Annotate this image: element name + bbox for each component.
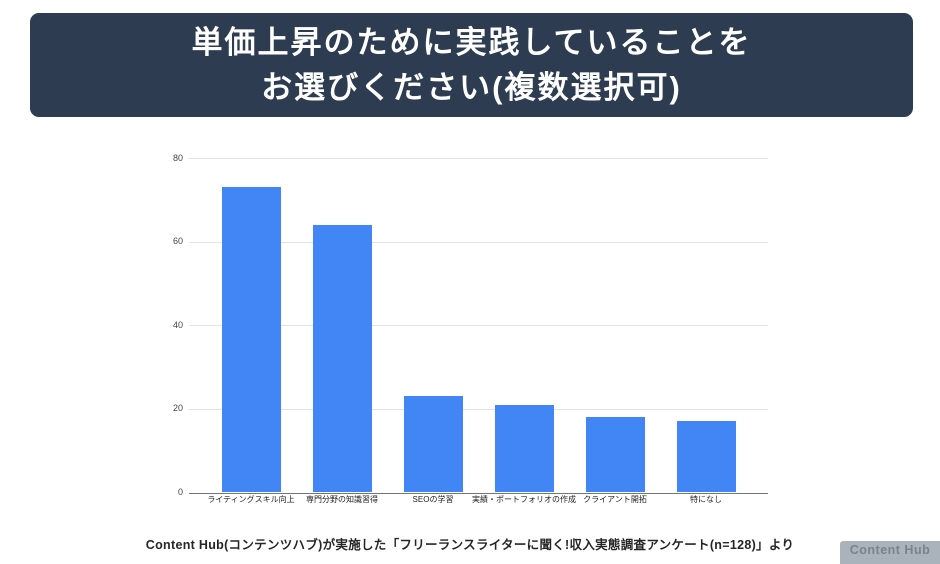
- gridline: [189, 325, 768, 327]
- x-category-label: 特になし: [690, 495, 722, 504]
- title-banner: 単価上昇のために実践していることを お選びください(複数選択可): [30, 13, 913, 117]
- bar: [494, 404, 554, 493]
- x-category-label: クライアント開拓: [583, 495, 647, 504]
- gridline: [189, 158, 768, 160]
- x-category-label: 専門分野の知識習得: [306, 495, 378, 504]
- x-category-label: 実績・ポートフォリオの作成: [472, 495, 576, 504]
- gridline: [189, 408, 768, 410]
- logo-tagline: ・・・・・・・・・・・・: [860, 556, 920, 562]
- y-tick-label: 60: [172, 236, 183, 247]
- bar: [403, 396, 463, 493]
- y-tick-label: 0: [177, 487, 183, 497]
- y-tick-label: 20: [172, 403, 183, 414]
- logo-text: Content Hub: [849, 542, 931, 557]
- y-tick-label: 80: [172, 152, 183, 163]
- content-hub-logo: Content Hub ・・・・・・・・・・・・: [840, 541, 940, 564]
- x-category-label: ライティングスキル向上: [207, 495, 295, 504]
- bar: [585, 417, 645, 493]
- gridline: [189, 241, 768, 243]
- y-tick-label: 40: [172, 319, 183, 330]
- title-line2: お選びください(複数選択可): [261, 70, 682, 105]
- bar: [312, 224, 372, 493]
- x-category-label: SEOの学習: [412, 495, 454, 504]
- title-line1: 単価上昇のために実践していることを: [191, 25, 752, 60]
- source-caption: Content Hub(コンテンツハブ)が実施した「フリーランスライターに聞く!…: [145, 538, 795, 552]
- x-axis-line: [189, 492, 768, 494]
- bar: [221, 187, 281, 493]
- bar: [676, 421, 736, 493]
